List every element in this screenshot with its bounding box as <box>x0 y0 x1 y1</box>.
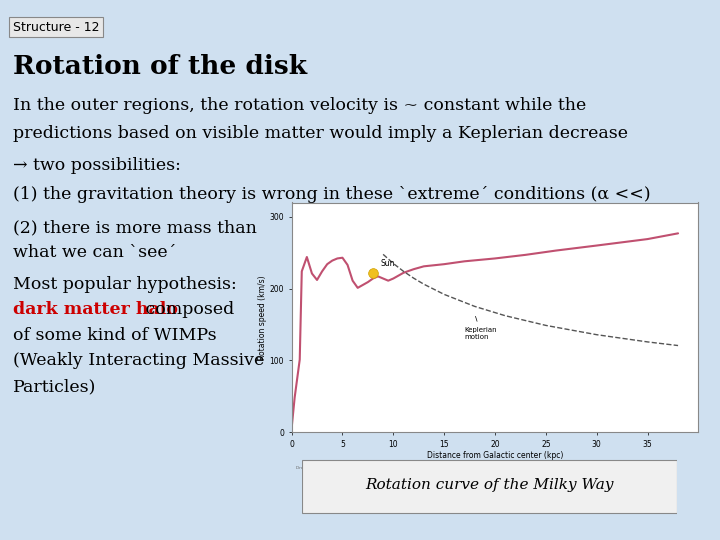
Text: what we can `see´: what we can `see´ <box>13 244 176 261</box>
FancyBboxPatch shape <box>302 460 677 513</box>
Text: predictions based on visible matter would imply a Keplerian decrease: predictions based on visible matter woul… <box>13 125 628 142</box>
Text: Draw (c) ©2005 Pearson Education, Inc., published Addison Person. Published Wint: Draw (c) ©2005 Pearson Education, Inc., … <box>296 467 474 470</box>
Text: Most popular hypothesis:: Most popular hypothesis: <box>13 276 237 293</box>
Text: Particles): Particles) <box>13 378 96 395</box>
Text: (1) the gravitation theory is wrong in these `extreme´ conditions (α <<): (1) the gravitation theory is wrong in t… <box>13 186 651 203</box>
Text: (Weakly Interacting Massive: (Weakly Interacting Massive <box>13 352 264 369</box>
Y-axis label: Rotation speed (km/s): Rotation speed (km/s) <box>258 275 266 360</box>
Text: Structure - 12: Structure - 12 <box>13 21 99 33</box>
Text: Sun: Sun <box>380 260 395 268</box>
Text: of some kind of WIMPs: of some kind of WIMPs <box>13 327 217 343</box>
Text: Keplerian
motion: Keplerian motion <box>464 316 497 340</box>
Text: (2) there is more mass than: (2) there is more mass than <box>13 220 257 237</box>
Text: → two possibilities:: → two possibilities: <box>13 157 181 173</box>
Text: composed: composed <box>140 301 235 318</box>
X-axis label: Distance from Galactic center (kpc): Distance from Galactic center (kpc) <box>427 451 563 461</box>
Text: Rotation curve of the Milky Way: Rotation curve of the Milky Way <box>365 478 614 492</box>
Text: Rotation of the disk: Rotation of the disk <box>13 54 307 79</box>
Text: dark matter halo: dark matter halo <box>13 301 178 318</box>
Text: In the outer regions, the rotation velocity is ~ constant while the: In the outer regions, the rotation veloc… <box>13 97 586 114</box>
